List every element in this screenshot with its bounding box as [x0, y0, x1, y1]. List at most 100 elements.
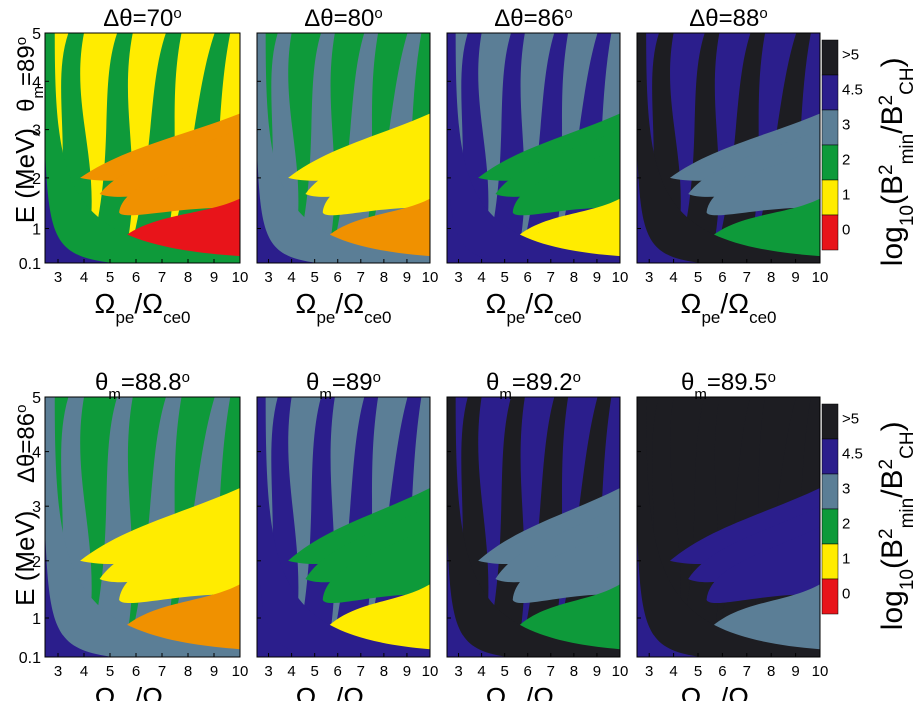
x-tick-label: 8 [767, 663, 775, 680]
x-tick-label: 6 [334, 269, 342, 286]
y-tick-label: 2 [32, 554, 41, 571]
contour-panel-4: 3 4 5 6 7 8 9 10 Δθ=88o Ωpe/Ωce0 [636, 5, 828, 327]
x-tick-label: 5 [500, 269, 508, 286]
colorbar-level-label: >5 [842, 410, 859, 427]
x-tick-label: 4 [477, 269, 485, 286]
x-tick-label: 9 [403, 269, 411, 286]
x-tick-label: 10 [812, 663, 829, 680]
x-tick-label: 5 [310, 269, 318, 286]
plot-frame [636, 396, 821, 658]
colorbar-level-label: 4.5 [842, 445, 863, 462]
x-tick-label: 4 [669, 663, 677, 680]
colorbar-level-label: 0 [842, 585, 850, 602]
contour-band [637, 527, 702, 657]
x-tick-label: 10 [422, 269, 439, 286]
contour-band [447, 33, 620, 263]
contour-band [447, 527, 508, 657]
colorbar-level-label: >5 [842, 46, 859, 63]
x-tick-label: 9 [210, 663, 218, 680]
x-tick-label: 3 [54, 269, 62, 286]
row-label: Δθ=86o [13, 405, 41, 483]
x-tick-label: 5 [694, 663, 702, 680]
contour-plot-area [637, 397, 820, 657]
contour-band [447, 397, 620, 657]
contour-band [45, 527, 114, 657]
y-tick-label: 0.1 [19, 650, 41, 667]
contour-plot-area [257, 397, 430, 657]
x-axis-label: Ωpe/Ωce0 [681, 682, 777, 701]
x-tick-label: 8 [380, 269, 388, 286]
x-tick-label: 8 [184, 663, 192, 680]
colorbar-swatch [821, 179, 839, 216]
panel-title: Δθ=86o [494, 5, 572, 33]
plot-frame [256, 396, 431, 658]
contour-band [257, 148, 318, 263]
contour-plot-area [45, 397, 240, 657]
x-tick-label: 8 [570, 269, 578, 286]
y-axis-label: E (MeV) [10, 128, 40, 223]
contour-band [637, 397, 820, 657]
plot-frame [256, 32, 431, 264]
colorbar-level-label: 3 [842, 116, 850, 133]
contour-panel-1: 3 4 5 6 7 8 9 10 0.1 1 2 3 4 5 Δθ=70o Ωpe/Ωce0 [19, 5, 249, 327]
contour-plot-area [447, 33, 620, 263]
y-tick-label: 0.1 [19, 256, 41, 273]
y-tick-label: 1 [32, 222, 41, 239]
plot-frame [44, 396, 241, 658]
x-axis-label: Ωpe/Ωce0 [681, 288, 777, 327]
contour-panel-2: 3 4 5 6 7 8 9 10 Δθ=80o Ωpe/Ωce0 [256, 5, 439, 327]
y-axis-label: E (MeV) [10, 511, 40, 606]
x-axis-label: Ωpe/Ωce0 [95, 288, 191, 327]
x-tick-label: 10 [422, 663, 439, 680]
colorbar-swatch [821, 109, 839, 146]
x-tick-label: 7 [743, 269, 751, 286]
contour-band [45, 33, 240, 263]
x-tick-label: 7 [158, 663, 166, 680]
panel-title: Δθ=80o [304, 5, 382, 33]
x-tick-label: 4 [287, 269, 295, 286]
x-tick-label: 4 [477, 663, 485, 680]
colorbar-swatch [821, 543, 839, 580]
x-tick-label: 3 [54, 663, 62, 680]
contour-plot-area [45, 33, 240, 263]
contour-band [257, 397, 430, 657]
x-tick-label: 6 [132, 663, 140, 680]
colorbar-swatch [821, 403, 839, 440]
contour-band [322, 527, 430, 604]
y-tick-label: 5 [32, 26, 41, 43]
contour-band [119, 148, 240, 216]
x-tick-label: 9 [791, 269, 799, 286]
x-axis-label: Ωpe/Ωce0 [95, 682, 191, 701]
panel-title: θm=89.2o [486, 369, 581, 403]
x-tick-label: 4 [669, 269, 677, 286]
x-tick-label: 6 [334, 663, 342, 680]
contour-band [706, 527, 820, 604]
colorbar: >5 4.5 3 2 1 0 [821, 39, 863, 251]
contour-band [512, 148, 620, 216]
colorbar-level-label: 2 [842, 151, 850, 168]
colorbar-level-label: 3 [842, 480, 850, 497]
y-tick-label: 1 [32, 611, 41, 628]
panel-title: Δθ=88o [689, 5, 767, 33]
contour-band [257, 527, 318, 657]
x-tick-label: 9 [593, 269, 601, 286]
colorbar-level-label: 4.5 [842, 81, 863, 98]
y-tick-label: 3 [32, 123, 41, 140]
y-tick-label: 3 [32, 499, 41, 516]
panel-title: θm=89o [306, 369, 381, 403]
x-tick-label: 5 [500, 663, 508, 680]
panel-title: θm=88.8o [95, 369, 190, 403]
colorbar-level-label: 2 [842, 515, 850, 532]
x-tick-label: 8 [767, 269, 775, 286]
row-label: θm=89o [13, 37, 47, 112]
contour-plot-area [637, 33, 820, 263]
x-tick-label: 5 [694, 269, 702, 286]
contour-band [447, 148, 508, 263]
x-tick-label: 6 [718, 269, 726, 286]
x-tick-label: 6 [718, 663, 726, 680]
x-tick-label: 3 [454, 663, 462, 680]
x-tick-label: 3 [645, 663, 653, 680]
x-tick-label: 6 [132, 269, 140, 286]
colorbar-label: log10(B2min/B2CH) [876, 421, 918, 630]
contour-band [637, 148, 702, 263]
